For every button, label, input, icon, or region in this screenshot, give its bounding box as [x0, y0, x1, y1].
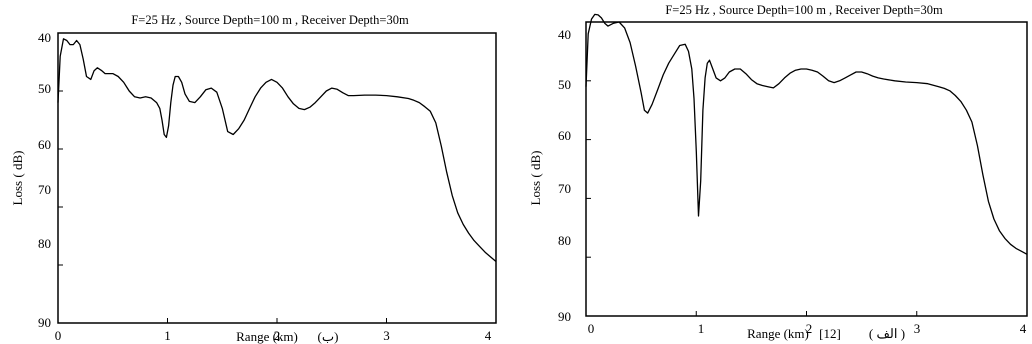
y-tick-label-80: 80 — [38, 236, 51, 251]
y-tick-label-60: 60 — [558, 128, 571, 143]
x-tick-marks — [585, 311, 1028, 316]
plot-frame — [57, 32, 497, 324]
chart-left: F=25 Hz , Source Depth=100 m , Receiver … — [10, 13, 497, 344]
y-axis-label: Loss ( dB) — [10, 151, 25, 206]
plot-frame — [585, 21, 1028, 317]
x-tick-label-0: 0 — [588, 321, 595, 336]
x-tick-label-4: 4 — [1020, 321, 1027, 336]
x-tick-label-2: 2 — [806, 321, 813, 336]
x-axis-tag: ( الف ) — [869, 326, 905, 341]
y-tick-label-50: 50 — [558, 77, 571, 92]
x-tick-label-1: 1 — [164, 328, 171, 343]
x-tick-label-3: 3 — [914, 321, 921, 336]
y-tick-label-80: 80 — [558, 233, 571, 248]
series-line-loss — [585, 13, 1028, 255]
x-tick-label-2: 2 — [274, 328, 281, 343]
y-axis-label: Loss ( dB) — [528, 151, 543, 206]
x-tick-label-0: 0 — [55, 328, 62, 343]
y-tick-label-40: 40 — [558, 27, 571, 42]
y-tick-label-90: 90 — [558, 309, 571, 324]
x-tick-label-1: 1 — [698, 321, 705, 336]
chart-title: F=25 Hz , Source Depth=100 m , Receiver … — [665, 3, 943, 17]
x-tick-marks — [57, 318, 497, 323]
y-tick-label-70: 70 — [558, 181, 571, 196]
y-tick-label-60: 60 — [38, 137, 51, 152]
x-axis-label: Range (km) — [236, 329, 298, 344]
x-axis-label: Range (km) — [747, 326, 809, 341]
y-tick-label-50: 50 — [38, 81, 51, 96]
chart-title: F=25 Hz , Source Depth=100 m , Receiver … — [131, 13, 409, 27]
y-tick-label-40: 40 — [38, 30, 51, 45]
chart-right: F=25 Hz , Source Depth=100 m , Receiver … — [528, 3, 1028, 341]
x-axis-reference: [12] — [819, 326, 841, 341]
x-tick-label-4: 4 — [485, 328, 492, 343]
y-tick-label-70: 70 — [38, 182, 51, 197]
x-axis-tag: (ب) — [318, 329, 339, 344]
series-line-loss — [57, 38, 497, 262]
x-tick-label-3: 3 — [383, 328, 390, 343]
y-tick-label-90: 90 — [38, 315, 51, 330]
